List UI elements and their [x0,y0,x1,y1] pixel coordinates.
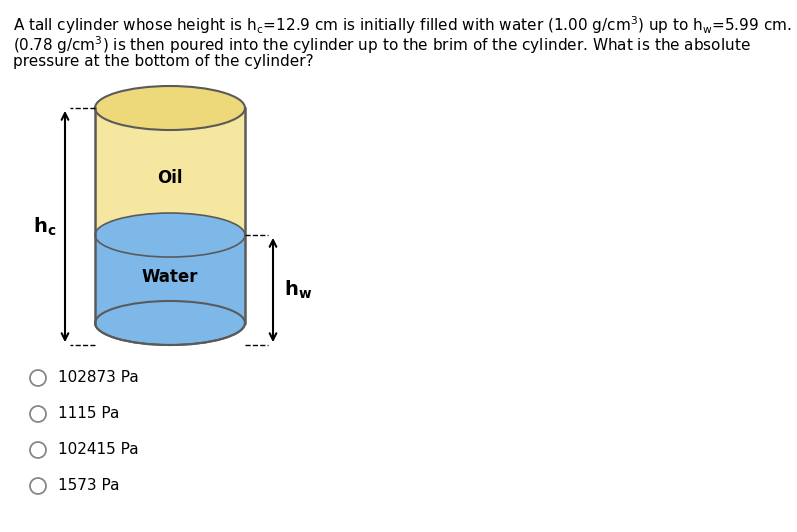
Text: A tall cylinder whose height is h$_\mathregular{c}$=12.9 cm is initially filled : A tall cylinder whose height is h$_\math… [13,14,797,36]
Ellipse shape [95,301,245,345]
Text: pressure at the bottom of the cylinder?: pressure at the bottom of the cylinder? [13,54,314,69]
Text: Oil: Oil [157,169,183,187]
Text: 102415 Pa: 102415 Pa [58,443,139,458]
Ellipse shape [95,86,245,130]
Polygon shape [95,235,245,323]
Text: 102873 Pa: 102873 Pa [58,370,139,386]
Polygon shape [95,108,245,235]
Text: Water: Water [142,268,198,286]
Text: $\mathbf{h_c}$: $\mathbf{h_c}$ [33,215,57,238]
Text: $\mathbf{h_w}$: $\mathbf{h_w}$ [284,279,312,301]
Text: 1115 Pa: 1115 Pa [58,406,120,421]
Text: 1573 Pa: 1573 Pa [58,478,120,494]
Text: (0.78 g/cm$^3$) is then poured into the cylinder up to the brim of the cylinder.: (0.78 g/cm$^3$) is then poured into the … [13,34,751,56]
Ellipse shape [95,213,245,257]
